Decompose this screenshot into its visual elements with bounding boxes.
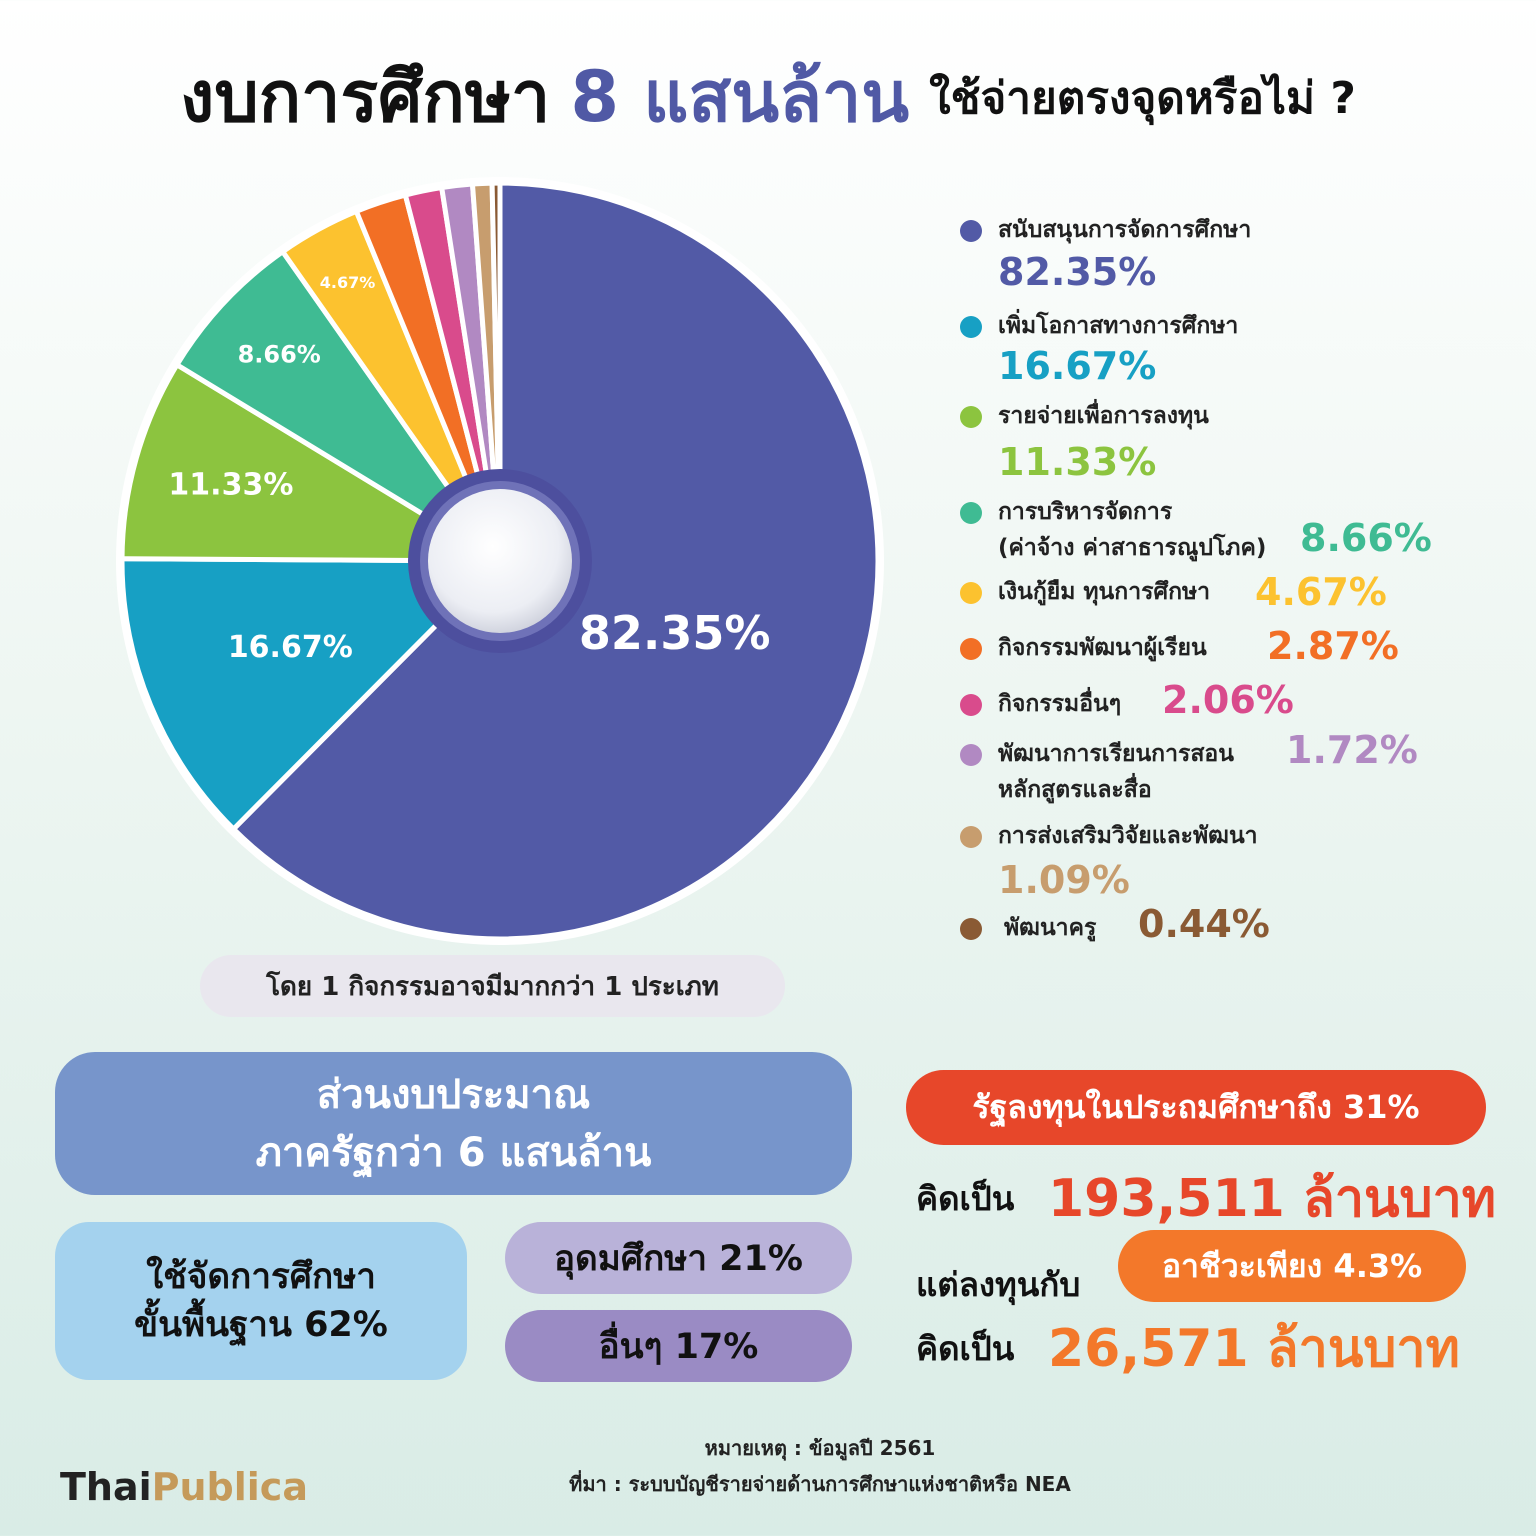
pie-slice-label-4: 8.66%	[238, 340, 321, 368]
legend-dot-icon	[960, 638, 982, 660]
legend-label: การบริหารจัดการ	[998, 499, 1173, 525]
title-part-1: งบการศึกษา	[180, 56, 551, 138]
primary-amount: 193,511 ล้านบาท	[1048, 1169, 1497, 1229]
legend-label: กิจกรรมพัฒนาผู้เรียน	[998, 635, 1207, 661]
legend-dot-icon	[960, 502, 982, 524]
note-pill: โดย 1 กิจกรรมอาจมีมากกว่า 1 ประเภท	[200, 955, 785, 1017]
legend-value: 11.33%	[998, 440, 1157, 484]
legend-label: สนับสนุนการจัดการศึกษา	[998, 217, 1252, 243]
legend-dot-icon	[960, 694, 982, 716]
legend-value: 1.72%	[1286, 728, 1418, 772]
legend-value: 2.06%	[1162, 678, 1294, 722]
primary-investment-pill: รัฐลงทุนในประถมศึกษาถึง 31%	[906, 1070, 1486, 1145]
basic-line-2: ขั้นพื้นฐาน 62%	[134, 1305, 388, 1345]
kid-pen-label-1: คิดเป็น	[916, 1179, 1015, 1218]
legend-label: พัฒนาการเรียนการสอน	[998, 741, 1234, 767]
vocational-investment-pill: อาชีวะเพียง 4.3%	[1118, 1230, 1466, 1302]
legend-value: 16.67%	[998, 344, 1157, 388]
basic-line-1: ใช้จัดการศึกษา	[146, 1257, 376, 1297]
legend-label: รายจ่ายเพื่อการลงทุน	[998, 403, 1209, 429]
pie-slice-label-1: 82.35%	[579, 606, 771, 660]
legend-dot-icon	[960, 918, 982, 940]
title-part-2: 8 แสนล้าน	[570, 56, 910, 138]
legend-dot-icon	[960, 582, 982, 604]
vocational-amount: 26,571 ล้านบาท	[1048, 1319, 1460, 1379]
legend-value: 0.44%	[1138, 902, 1270, 946]
legend-value: 1.09%	[998, 858, 1130, 902]
legend-value: 4.67%	[1255, 570, 1387, 614]
pie-slice-4	[174, 249, 503, 564]
pie-hub	[428, 489, 572, 633]
page-title: งบการศึกษา 8 แสนล้าน ใช้จ่ายตรงจุดหรือไม่ …	[0, 62, 1536, 132]
legend-value: 8.66%	[1300, 516, 1432, 560]
legend-label-line-2: หลักสูตรและสื่อ	[998, 777, 1152, 803]
legend-dot-icon	[960, 220, 982, 242]
legend-label: พัฒนาครู	[1004, 915, 1097, 941]
logo-part-a: Thai	[60, 1465, 152, 1509]
legend-label: กิจกรรมอื่นๆ	[998, 691, 1122, 717]
pie-slice-label-5: 4.67%	[320, 273, 376, 292]
logo-part-b: Publica	[151, 1465, 308, 1509]
legend-dot-icon	[960, 826, 982, 848]
pie-slice-2	[119, 556, 503, 832]
legend-dot-icon	[960, 316, 982, 338]
thaipublica-logo: ThaiPublica	[60, 1465, 308, 1509]
legend-value: 2.87%	[1267, 624, 1399, 668]
pie-slice-3	[119, 362, 503, 564]
legend-label: การส่งเสริมวิจัยและพัฒนา	[998, 823, 1258, 849]
government-budget-box: ส่วนงบประมาณ ภาครัฐกว่า 6 แสนล้าน	[55, 1052, 852, 1195]
but-invest-label: แต่ลงทุนกับ	[916, 1265, 1081, 1304]
budget-line-1: ส่วนงบประมาณ	[316, 1071, 591, 1118]
pie-slice-label-2: 16.67%	[228, 630, 353, 665]
title-part-3: ใช้จ่ายตรงจุดหรือไม่ ?	[929, 73, 1356, 124]
legend-dot-icon	[960, 744, 982, 766]
legend-value: 82.35%	[998, 250, 1157, 294]
kid-pen-label-2: คิดเป็น	[916, 1329, 1015, 1368]
footnote-source: ที่มา : ระบบบัญชีรายจ่ายด้านการศึกษาแห่ง…	[569, 1472, 1071, 1496]
legend-label-line-2: (ค่าจ้าง ค่าสาธารณูปโภค)	[998, 535, 1267, 561]
pie-slice-label-3: 11.33%	[168, 467, 293, 502]
pie-chart: 82.35% 16.67% 11.33% 8.66% 4.67%	[116, 177, 884, 945]
higher-education-box: อุดมศึกษา 21%	[505, 1222, 852, 1294]
legend-label: เพิ่มโอกาสทางการศึกษา	[998, 313, 1239, 339]
budget-line-2: ภาครัฐกว่า 6 แสนล้าน	[255, 1129, 652, 1176]
pie-slice-10	[489, 180, 503, 564]
footnote-remark: หมายเหตุ : ข้อมูลปี 2561	[704, 1436, 936, 1460]
basic-education-box: ใช้จัดการศึกษา ขั้นพื้นฐาน 62%	[55, 1222, 467, 1380]
other-education-box: อื่นๆ 17%	[505, 1310, 852, 1382]
legend-label: เงินกู้ยืม ทุนการศึกษา	[998, 579, 1211, 605]
legend-dot-icon	[960, 406, 982, 428]
